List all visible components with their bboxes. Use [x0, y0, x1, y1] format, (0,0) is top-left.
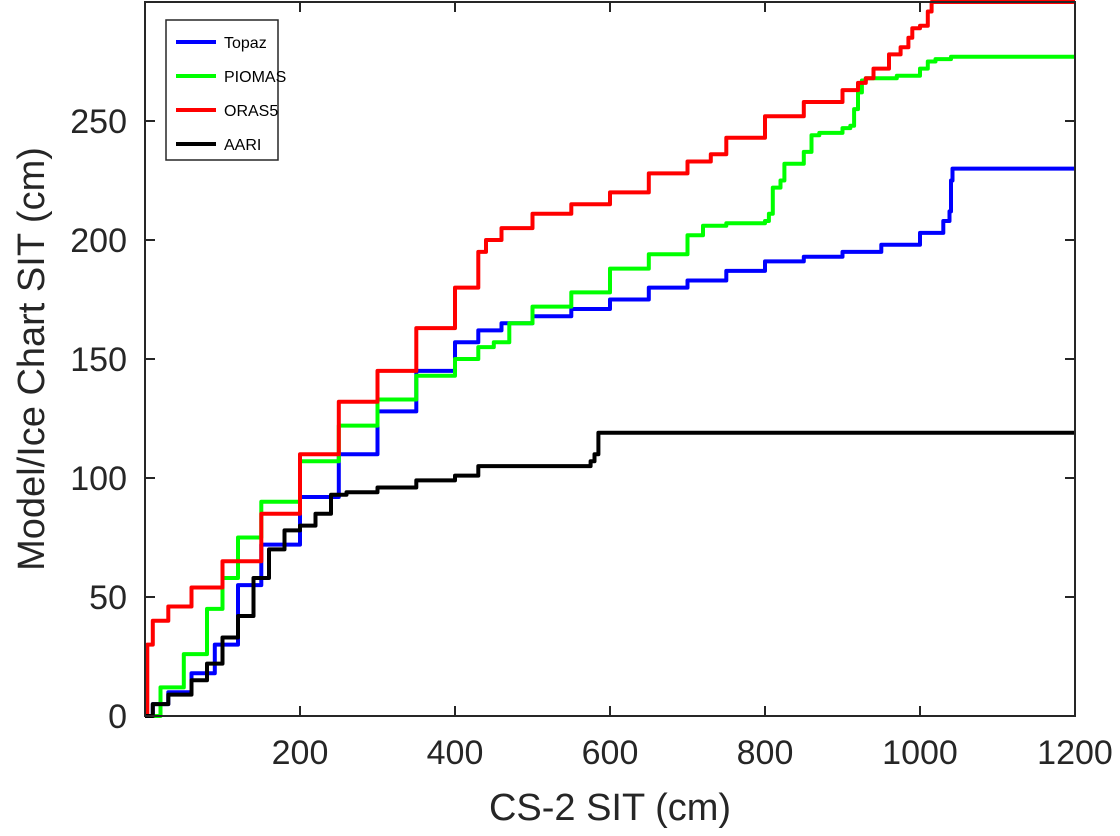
series-layer [145, 0, 1075, 718]
series-line-aari [145, 430, 1075, 718]
plot-frame [144, 1, 1076, 717]
legend-label-topaz: Topaz [224, 35, 267, 52]
legend-label-aari: AARI [224, 137, 261, 154]
y-tick-label: 150 [70, 341, 127, 379]
legend-label-piomas: PIOMAS [224, 69, 286, 86]
series-line-oras5 [145, 0, 1075, 718]
y-tick-label: 50 [89, 579, 127, 617]
x-tick-label: 200 [272, 734, 329, 772]
series-line-topaz [145, 166, 1075, 718]
x-tick-label: 1200 [1037, 734, 1113, 772]
legend-label-oras5: ORAS5 [224, 103, 278, 120]
y-tick-label: 200 [70, 222, 127, 260]
ticks-layer: 200 400 600 800 1000 1200 0 50 100 150 200 250 [70, 2, 1113, 772]
x-tick-label: 600 [582, 734, 639, 772]
y-tick-label: 0 [108, 698, 127, 736]
x-tick-label: 800 [737, 734, 794, 772]
legend: Topaz PIOMAS ORAS5 AARI [165, 19, 286, 161]
y-axis-label: Model/Ice Chart SIT (cm) [11, 147, 53, 571]
x-tick-label: 400 [427, 734, 484, 772]
y-tick-label: 250 [70, 103, 127, 141]
y-tick-label: 100 [70, 460, 127, 498]
series-line-piomas [145, 54, 1075, 718]
x-tick-label: 1000 [882, 734, 958, 772]
x-axis-label: CS-2 SIT (cm) [489, 787, 731, 829]
